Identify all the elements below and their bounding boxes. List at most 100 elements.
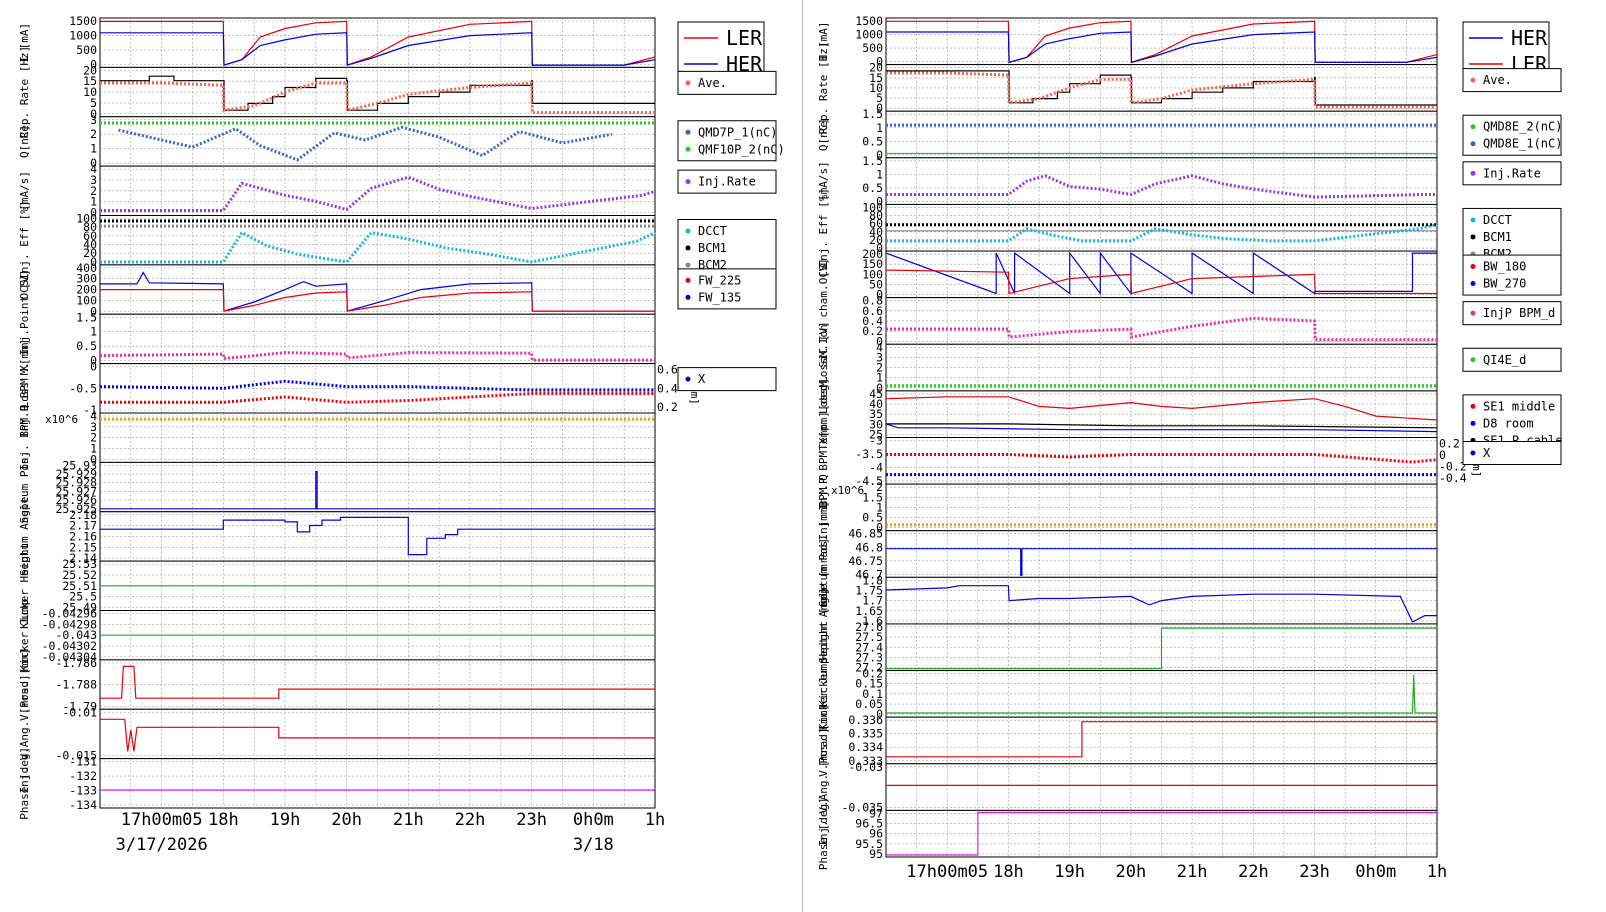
y-tick-label: 0 bbox=[876, 707, 883, 721]
y-tick-label: 2.14 bbox=[69, 551, 97, 565]
legend-label: QMF10P_2(nC) bbox=[698, 142, 785, 156]
y-tick-label: 0.5 bbox=[862, 134, 883, 148]
right-tick-label: -0.4 bbox=[1439, 471, 1467, 485]
x-tick-label: 21h bbox=[1177, 862, 1208, 882]
y-tick-label: 0 bbox=[90, 452, 97, 466]
series-Y bbox=[886, 453, 1438, 464]
y-tick-label: 4 bbox=[876, 340, 883, 354]
y-tick-label: 1.5 bbox=[76, 310, 97, 324]
legend-swatch bbox=[1470, 403, 1476, 409]
legend-swatch bbox=[685, 376, 691, 382]
y-tick-label: 0.8 bbox=[862, 294, 883, 308]
y-tick-label: 25.51 bbox=[62, 579, 97, 593]
legend-swatch bbox=[685, 129, 691, 135]
x-tick-label: 18h bbox=[993, 862, 1024, 882]
y-tick-label: 5 bbox=[90, 96, 97, 110]
right-tick-label: -0.2 bbox=[1439, 460, 1467, 474]
y-tick-label: 25.929 bbox=[55, 467, 97, 481]
legend-swatch bbox=[1470, 141, 1476, 147]
y-tick-label: 27.2 bbox=[855, 661, 883, 675]
y-tick-label: 15 bbox=[869, 71, 883, 85]
y-tick-label: 25.928 bbox=[55, 476, 97, 490]
legend-label: X bbox=[698, 372, 706, 386]
y-tick-label: 100 bbox=[76, 293, 97, 307]
y-tick-label: 20 bbox=[869, 233, 883, 247]
x-tick-label: 23h bbox=[1299, 862, 1330, 882]
y-tick-label: 200 bbox=[76, 283, 97, 297]
y-tick-label: -1.79 bbox=[62, 699, 97, 713]
y-tick-label: 2 bbox=[876, 480, 883, 494]
y-tick-label: 3 bbox=[876, 350, 883, 364]
y-tick-label: -0.04302 bbox=[42, 639, 97, 653]
y-tick-label: 10 bbox=[83, 85, 97, 99]
y-axis-label: Inj. Eff [%] bbox=[817, 188, 830, 267]
series-DCCT bbox=[100, 230, 656, 264]
legend-label: Ave. bbox=[698, 76, 727, 90]
y-tick-label: 4 bbox=[90, 409, 97, 423]
y-tick-label: 46.8 bbox=[855, 540, 883, 554]
y-tick-label: 27.3 bbox=[855, 650, 883, 664]
y-tick-label: 0.333 bbox=[848, 754, 883, 768]
y-axis-label: Inj. Eff [%] bbox=[18, 200, 31, 279]
y-tick-label: 27.5 bbox=[855, 630, 883, 644]
y-tick-label: 0.5 bbox=[862, 181, 883, 195]
x-tick-label: 22h bbox=[1238, 862, 1269, 882]
y-tick-label: 95 bbox=[869, 847, 883, 861]
series-Y bbox=[100, 392, 655, 404]
date-label: 3/18 bbox=[573, 835, 614, 855]
x-tick-label: 17h00m05 bbox=[121, 810, 203, 830]
y-axis-label: Septum Angle [mrad] bbox=[817, 538, 830, 664]
y-tick-label: 1 bbox=[90, 195, 97, 209]
legend-label: InjP BPM_d bbox=[1483, 306, 1555, 320]
legend-label: BW_270 bbox=[1483, 277, 1526, 291]
y-tick-label: 96 bbox=[869, 827, 883, 841]
y-tick-label: 1.5 bbox=[862, 490, 883, 504]
y-tick-label: 3 bbox=[90, 113, 97, 127]
legend-box bbox=[677, 169, 777, 194]
y-tick-label: 0.5 bbox=[76, 339, 97, 353]
legend-label: SE1 middle bbox=[1483, 399, 1555, 413]
y-tick-label: 1.5 bbox=[862, 154, 883, 168]
y-tick-label: 2.18 bbox=[69, 508, 97, 522]
y-tick-label: 400 bbox=[76, 261, 97, 275]
legend-label: Ave. bbox=[1483, 73, 1512, 87]
legend-box bbox=[1462, 114, 1562, 156]
legend-label: BCM1 bbox=[698, 241, 727, 255]
y-tick-label: -132 bbox=[69, 769, 97, 783]
y-tick-label: 0 bbox=[90, 156, 97, 170]
y-tick-label: 20 bbox=[83, 246, 97, 260]
y-axis-label: Inj. V.Ang. [mrad] bbox=[18, 674, 31, 793]
y-tick-label: 1000 bbox=[69, 28, 97, 42]
y-tick-label: 0.15 bbox=[855, 677, 883, 691]
x-tick-label: 0h0m bbox=[573, 810, 614, 830]
y-tick-label: -3 bbox=[869, 434, 883, 448]
y-tick-label: 0 bbox=[90, 255, 97, 269]
x-tick-label: 19h bbox=[270, 810, 301, 830]
y-tick-label: 95.5 bbox=[855, 837, 883, 851]
date-label: 3/17/2026 bbox=[116, 835, 208, 855]
legend-swatch bbox=[1470, 357, 1476, 363]
panel-15: -131-132-133-134 Phase [deg] bbox=[18, 747, 656, 820]
y-axis-label: Rep. Rate [Hz] bbox=[817, 42, 830, 135]
series-Angle bbox=[885, 585, 1437, 623]
y-tick-label: -1 bbox=[83, 403, 97, 417]
x-tick-label: 23h bbox=[516, 810, 547, 830]
legend-label: LER bbox=[726, 26, 763, 50]
panel-2: 1.510.50 Q[nC] QMD8E_2(nC) QMD8E_1(nC) bbox=[817, 107, 1562, 162]
y-axis-label: Phase [deg] bbox=[18, 747, 31, 820]
y-axis-label: Phase [deg] bbox=[817, 797, 830, 870]
y-tick-label: -0.04298 bbox=[42, 617, 97, 631]
y-tick-label: 100 bbox=[76, 212, 97, 226]
y-tick-label: 0.4 bbox=[862, 314, 883, 328]
right-tick-label: 0.6 bbox=[657, 363, 678, 377]
y-tick-label: 80 bbox=[869, 209, 883, 223]
y-tick-label: 200 bbox=[862, 247, 883, 261]
y-tick-label: 10 bbox=[869, 81, 883, 95]
x-tick-label: 1h bbox=[645, 810, 665, 830]
legend-label: QMD8E_1(nC) bbox=[1483, 137, 1562, 151]
y-tick-label: 0 bbox=[876, 194, 883, 208]
